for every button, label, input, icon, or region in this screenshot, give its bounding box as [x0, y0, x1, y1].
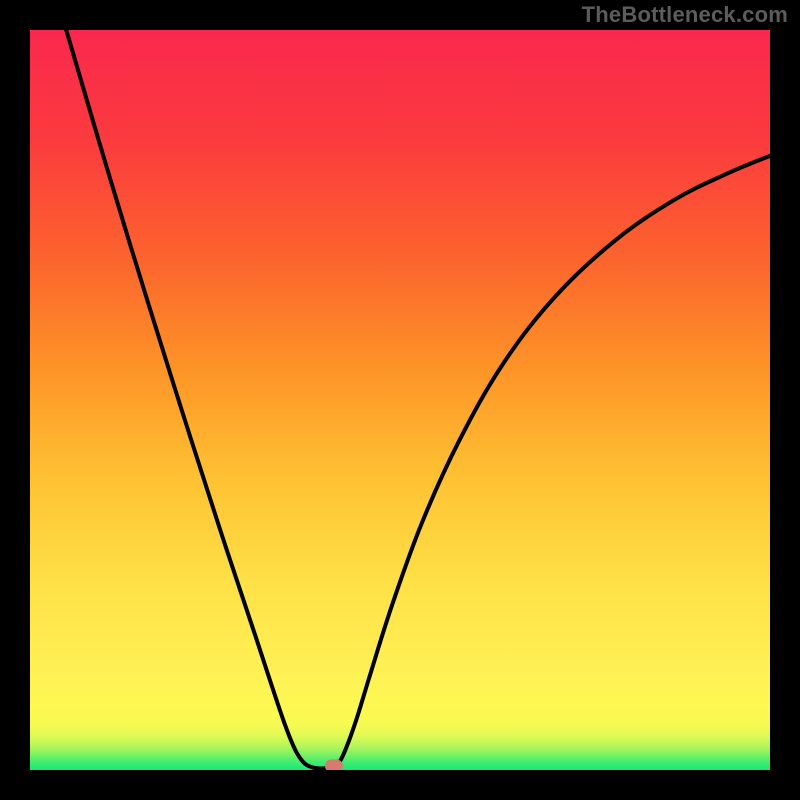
plot-frame	[30, 30, 770, 770]
optimal-point-marker	[325, 759, 343, 770]
plot-area	[30, 30, 770, 770]
curve-path	[66, 30, 770, 769]
bottleneck-curve	[30, 30, 770, 770]
chart-container: TheBottleneck.com	[0, 0, 800, 800]
watermark-text: TheBottleneck.com	[582, 2, 788, 28]
